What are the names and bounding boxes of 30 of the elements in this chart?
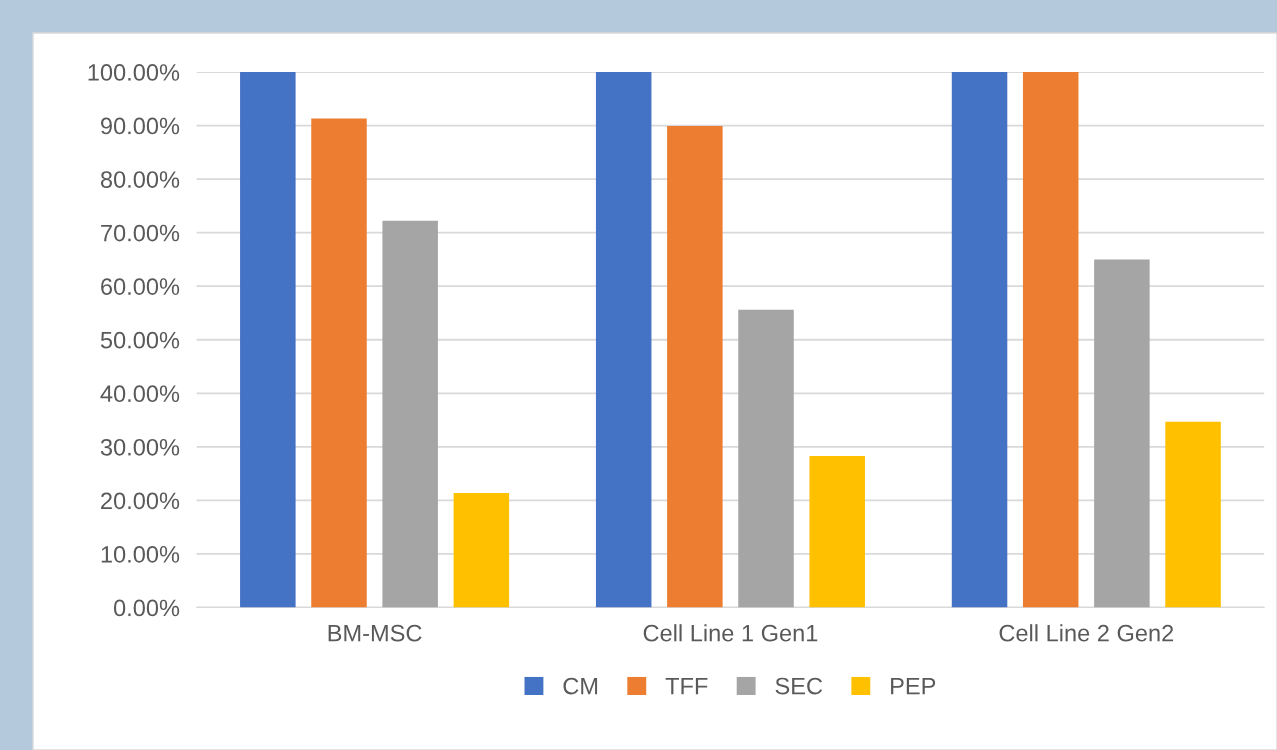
y-tick-label: 10.00% (101, 546, 180, 563)
bar (595, 72, 652, 608)
y-tick-label: 0.00% (113, 599, 180, 617)
bar (382, 220, 438, 608)
bar (667, 126, 723, 608)
y-tick-label: 100.00% (88, 64, 180, 81)
y-tick-label: 90.00% (101, 117, 180, 135)
legend-label: TFF (665, 677, 708, 695)
bar (1094, 259, 1150, 608)
bar (453, 492, 510, 608)
legend-label: SEC (775, 677, 823, 695)
legend-label: PEP (891, 677, 936, 695)
x-tick-label: BM-MSC (328, 624, 422, 642)
y-tick-label: 30.00% (100, 438, 180, 456)
y-tick-label: 60.00% (101, 278, 180, 295)
y-tick-label: 40.00% (100, 385, 180, 403)
legend-label: CM (563, 677, 598, 695)
bar (809, 455, 865, 608)
bar (240, 72, 296, 608)
x-tick-label: Cell Line 2 Gen2 (999, 624, 1174, 642)
y-tick-label: 20.00% (101, 492, 180, 510)
x-tick-label: Cell Line 1 Gen1 (643, 624, 818, 642)
bar (311, 118, 367, 608)
bar (1022, 72, 1079, 608)
bar (738, 309, 794, 608)
bar (951, 72, 1008, 608)
y-tick-label: 50.00% (100, 331, 180, 349)
y-tick-label: 80.00% (100, 171, 180, 188)
y-tick-label: 70.00% (101, 224, 180, 242)
bar (1165, 421, 1221, 608)
